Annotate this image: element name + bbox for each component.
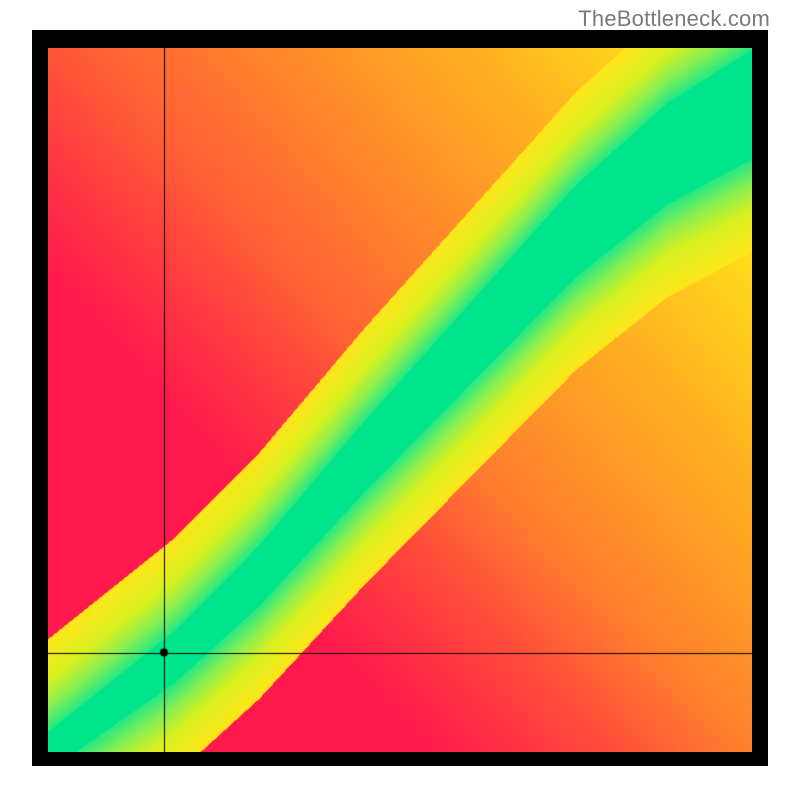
watermark-text: TheBottleneck.com — [578, 6, 770, 32]
chart-container: TheBottleneck.com — [0, 0, 800, 800]
heatmap-plot — [48, 48, 752, 752]
crosshair-overlay — [48, 48, 752, 752]
